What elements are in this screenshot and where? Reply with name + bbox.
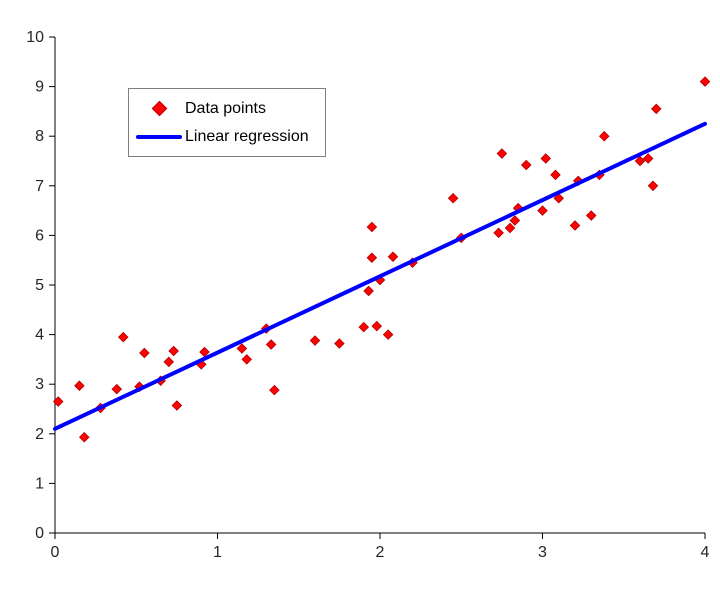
data-point-marker (111, 383, 123, 395)
data-point-marker (366, 252, 378, 263)
data-point-marker (540, 153, 552, 164)
y-tick-label: 9 (35, 79, 44, 96)
data-point-marker (553, 192, 565, 204)
y-tick-label: 4 (35, 327, 44, 344)
data-point-marker (366, 221, 378, 233)
data-point-marker (236, 343, 248, 354)
data-point-marker (163, 356, 175, 368)
legend-label-linear-regression: Linear regression (185, 127, 309, 145)
legend: Data points Linear regression (128, 88, 326, 157)
data-point-marker (634, 155, 646, 167)
data-point-marker (309, 335, 321, 346)
data-point-marker (78, 432, 90, 443)
y-tick-label: 7 (35, 178, 44, 195)
data-point-marker (74, 380, 85, 391)
data-point-marker (363, 285, 374, 297)
diamond-marker-icon (135, 100, 183, 117)
data-point-marker (598, 130, 610, 142)
x-tick-label: 4 (701, 544, 710, 561)
y-tick-label: 6 (35, 227, 44, 244)
data-point-marker (139, 347, 150, 359)
data-point-marker (382, 329, 394, 340)
y-tick-label: 5 (35, 277, 44, 294)
data-point-marker (265, 339, 277, 350)
data-point-marker (358, 321, 370, 333)
data-point-marker (504, 222, 516, 234)
data-point-marker (387, 251, 399, 262)
data-point-marker (520, 159, 532, 171)
data-point-marker (650, 103, 662, 115)
y-tick-label: 2 (35, 426, 44, 443)
data-point-marker (550, 169, 561, 181)
legend-entry-data-points: Data points (135, 98, 309, 119)
data-point-marker (493, 227, 504, 239)
y-tick-label: 0 (35, 525, 44, 542)
data-point-marker (117, 331, 129, 343)
y-tick-label: 3 (35, 376, 44, 393)
x-tick-label: 0 (51, 544, 60, 561)
legend-label-data-points: Data points (185, 99, 266, 117)
data-point-marker (371, 320, 383, 332)
data-point-marker (241, 354, 253, 365)
data-point-marker (537, 205, 548, 216)
data-point-marker (269, 384, 280, 396)
x-tick-label: 3 (538, 544, 547, 561)
data-point-marker (569, 220, 581, 231)
y-tick-label: 1 (35, 475, 44, 492)
x-tick-label: 1 (213, 544, 222, 561)
data-point-marker (699, 76, 711, 87)
y-tick-label: 8 (35, 128, 44, 145)
data-point-marker (585, 210, 597, 221)
data-point-marker (52, 396, 64, 407)
data-point-marker (642, 153, 654, 164)
data-point-marker (509, 215, 521, 226)
data-point-marker (171, 400, 183, 411)
regression-line-sample-icon (135, 134, 183, 139)
data-point-marker (647, 180, 659, 192)
data-point-marker (168, 345, 179, 357)
data-point-marker (496, 148, 508, 159)
y-tick-label: 10 (26, 29, 44, 46)
data-point-marker (447, 192, 459, 204)
regression-line (53, 121, 707, 431)
legend-entry-linear-regression: Linear regression (135, 126, 309, 147)
x-tick-label: 2 (376, 544, 385, 561)
data-point-marker (334, 338, 345, 349)
